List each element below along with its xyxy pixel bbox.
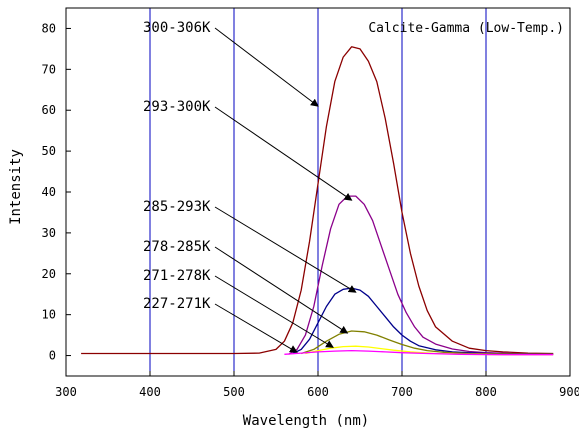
y-tick-label-70: 70 (42, 62, 56, 76)
series-line-5 (284, 349, 554, 356)
series-arrow-5 (214, 303, 298, 353)
y-tick-label-10: 10 (42, 308, 56, 322)
series-label-3: 278-285K (143, 239, 211, 255)
x-tick-label-700: 700 (391, 385, 413, 399)
series-line-3 (300, 330, 554, 355)
x-tick-label-800: 800 (475, 385, 497, 399)
series-line-0 (81, 46, 554, 355)
series-label-5: 227-271K (143, 296, 211, 312)
x-tick-label-600: 600 (307, 385, 329, 399)
gridlines (149, 8, 487, 376)
tick-labels: 300 400 500 600 700 800 900 0 10 20 30 40 50 60 70 80 (42, 21, 579, 399)
chart-title: Calcite-Gamma (Low-Temp.) (368, 21, 564, 36)
series-arrow-1 (214, 106, 353, 201)
series-label-2: 285-293K (143, 199, 211, 215)
y-tick-label-80: 80 (42, 21, 56, 35)
x-tick-label-500: 500 (223, 385, 245, 399)
y-tick-label-50: 50 (42, 144, 56, 158)
y-tick-label-60: 60 (42, 103, 56, 117)
x-tick-label-300: 300 (55, 385, 77, 399)
y-tick-label-20: 20 (42, 267, 56, 281)
series-arrow-3 (214, 246, 349, 334)
label-arrows (214, 27, 357, 353)
y-tick-label-30: 30 (42, 226, 56, 240)
tick-marks (65, 27, 571, 376)
y-tick-label-40: 40 (42, 185, 56, 199)
x-tick-label-900: 900 (559, 385, 579, 399)
series-labels: 300-306K 293-300K 285-293K 278-285K 271-278K… (143, 20, 211, 312)
y-axis-title: Intensity (8, 149, 24, 225)
series-layer (81, 46, 554, 356)
series-label-0: 300-306K (143, 20, 211, 36)
y-tick-label-0: 0 (49, 349, 56, 363)
series-line-1 (288, 195, 554, 355)
series-arrow-2 (214, 206, 357, 293)
series-label-4: 271-278K (143, 268, 211, 284)
series-arrow-0 (214, 27, 319, 107)
x-axis-title: Wavelength (nm) (243, 413, 369, 429)
series-arrow-4 (214, 275, 334, 348)
series-label-1: 293-300K (143, 99, 211, 115)
series-line-2 (292, 287, 554, 355)
x-tick-label-400: 400 (139, 385, 161, 399)
